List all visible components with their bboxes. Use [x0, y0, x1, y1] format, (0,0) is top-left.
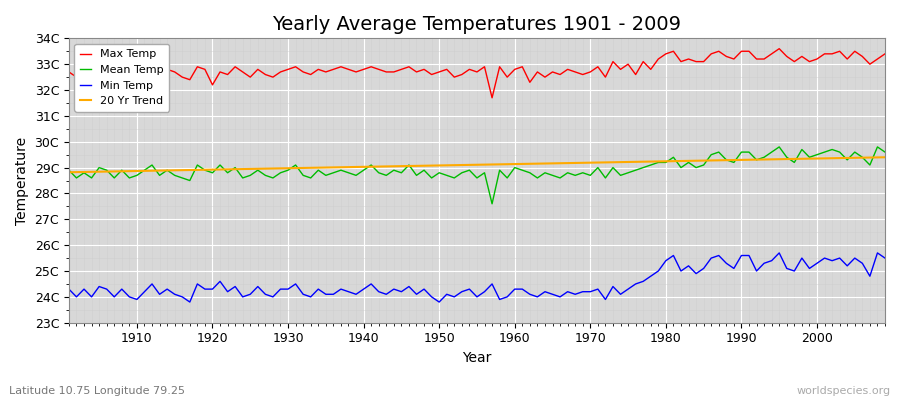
Mean Temp — [336, 168, 346, 172]
Max Temp — [336, 64, 346, 69]
Line: Mean Temp: Mean Temp — [69, 147, 885, 204]
Max Temp — [879, 52, 890, 56]
Min Temp — [509, 287, 520, 292]
Min Temp — [608, 284, 618, 289]
Max Temp — [290, 64, 301, 69]
Min Temp — [298, 292, 309, 297]
Mean Temp — [879, 150, 890, 154]
Title: Yearly Average Temperatures 1901 - 2009: Yearly Average Temperatures 1901 - 2009 — [273, 15, 681, 34]
Line: Min Temp: Min Temp — [69, 253, 885, 302]
Mean Temp — [487, 201, 498, 206]
Text: Latitude 10.75 Longitude 79.25: Latitude 10.75 Longitude 79.25 — [9, 386, 185, 396]
Min Temp — [64, 287, 75, 292]
Min Temp — [517, 287, 527, 292]
Text: worldspecies.org: worldspecies.org — [796, 386, 891, 396]
Max Temp — [509, 67, 520, 72]
Max Temp — [774, 46, 785, 51]
Min Temp — [879, 256, 890, 260]
Mean Temp — [509, 165, 520, 170]
Mean Temp — [608, 165, 618, 170]
Mean Temp — [124, 176, 135, 180]
Max Temp — [124, 75, 135, 80]
Max Temp — [517, 64, 527, 69]
Max Temp — [487, 95, 498, 100]
Legend: Max Temp, Mean Temp, Min Temp, 20 Yr Trend: Max Temp, Mean Temp, Min Temp, 20 Yr Tre… — [75, 44, 169, 112]
Min Temp — [343, 289, 354, 294]
Min Temp — [774, 250, 785, 255]
Mean Temp — [64, 168, 75, 172]
X-axis label: Year: Year — [463, 351, 491, 365]
Max Temp — [608, 59, 618, 64]
Max Temp — [64, 70, 75, 74]
Y-axis label: Temperature: Temperature — [15, 136, 29, 224]
Mean Temp — [774, 144, 785, 149]
Mean Temp — [517, 168, 527, 172]
Mean Temp — [290, 163, 301, 168]
Line: Max Temp: Max Temp — [69, 49, 885, 98]
Min Temp — [184, 300, 195, 304]
Min Temp — [124, 294, 135, 299]
